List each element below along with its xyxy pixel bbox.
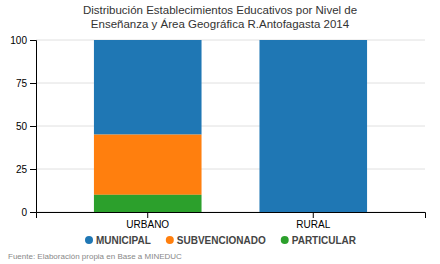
tick-mark bbox=[30, 169, 36, 170]
bar-series bbox=[94, 195, 202, 212]
tick: 0 bbox=[21, 207, 36, 218]
tick-mark bbox=[30, 40, 36, 41]
y-axis: 0 25 50 75 100 bbox=[10, 35, 36, 218]
bar-series bbox=[94, 135, 202, 195]
tick: 100 bbox=[10, 35, 36, 46]
tick-mark bbox=[313, 212, 314, 218]
legend-item: SUBVENCIONADO bbox=[166, 235, 266, 246]
chart-svg: 0 25 50 75 100 URBANO RURAL Distribución Establ… bbox=[0, 0, 440, 264]
legend-label: SUBVENCIONADO bbox=[177, 235, 266, 246]
tick-mark bbox=[30, 83, 36, 84]
tick: URBANO bbox=[126, 212, 169, 230]
tick-mark bbox=[147, 212, 148, 218]
title-line: Distribución Establecimientos Educativos… bbox=[83, 4, 357, 16]
title: Distribución Establecimientos Educativos… bbox=[83, 4, 357, 30]
legend-marker bbox=[166, 236, 174, 244]
tick: 25 bbox=[16, 164, 36, 175]
legend: MUNICIPAL SUBVENCIONADO PARTICULAR bbox=[85, 235, 357, 246]
footnote: Fuente: Elaboración propia en Base a MIN… bbox=[8, 252, 182, 261]
bar bbox=[94, 135, 202, 195]
bar bbox=[259, 212, 367, 213]
legend-marker bbox=[281, 236, 289, 244]
x-axis: URBANO RURAL bbox=[37, 212, 426, 230]
tick: 75 bbox=[16, 78, 36, 89]
plot-area: 0 25 50 75 100 URBANO RURAL bbox=[10, 35, 425, 230]
tick-mark bbox=[30, 212, 36, 213]
axis-line bbox=[30, 41, 37, 213]
tick-label: RURAL bbox=[296, 219, 330, 230]
tick: 50 bbox=[16, 121, 36, 132]
bars bbox=[94, 40, 367, 212]
bar bbox=[259, 212, 367, 213]
title-line: Enseñanza y Área Geográfica R.Antofagast… bbox=[91, 18, 350, 30]
tick-label: URBANO bbox=[126, 219, 169, 230]
tick-label: 0 bbox=[21, 207, 27, 218]
bar bbox=[94, 195, 202, 212]
tick-label: 75 bbox=[16, 78, 28, 89]
bar bbox=[94, 40, 202, 135]
bar-series bbox=[94, 40, 367, 212]
legend-label: MUNICIPAL bbox=[96, 235, 151, 246]
tick-label: 100 bbox=[10, 35, 27, 46]
grid bbox=[36, 40, 425, 212]
bar bbox=[259, 40, 367, 212]
tick-label: 50 bbox=[16, 121, 28, 132]
legend-item: PARTICULAR bbox=[281, 235, 357, 246]
legend-label: PARTICULAR bbox=[292, 235, 357, 246]
chart-container: 0 25 50 75 100 URBANO RURAL Distribución Establ… bbox=[0, 0, 440, 264]
legend-marker bbox=[85, 236, 93, 244]
tick: RURAL bbox=[296, 212, 330, 230]
tick-mark bbox=[30, 126, 36, 127]
tick-label: 25 bbox=[16, 164, 28, 175]
legend-item: MUNICIPAL bbox=[85, 235, 151, 246]
axis-line bbox=[37, 213, 426, 219]
